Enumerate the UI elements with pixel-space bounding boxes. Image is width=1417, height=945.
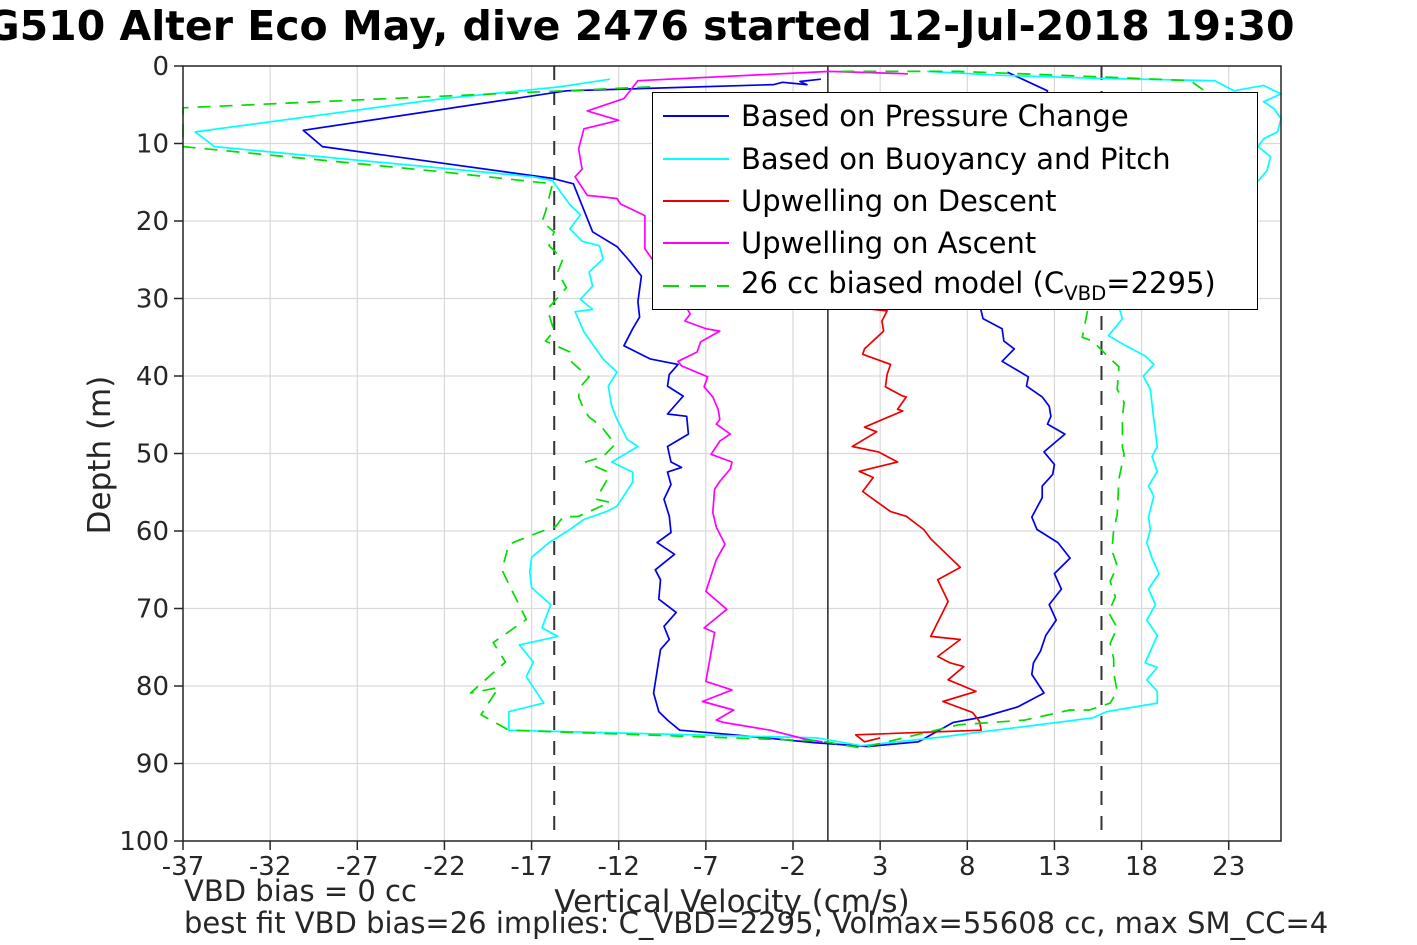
legend-line-sample: [663, 284, 729, 288]
x-tick-label: -37: [162, 852, 204, 882]
legend-line-sample: [663, 200, 729, 203]
x-tick-label: 13: [1038, 852, 1071, 882]
legend-line-sample: [663, 157, 729, 160]
x-tick-label: -2: [780, 852, 806, 882]
legend-label: Based on Buoyancy and Pitch: [741, 141, 1171, 176]
y-tick-label: 10: [136, 130, 169, 160]
legend-label: Upwelling on Descent: [741, 184, 1057, 219]
x-tick-label: -12: [597, 852, 639, 882]
x-tick-label: -17: [510, 852, 552, 882]
vbd-bias-annotation: VBD bias = 0 cc: [184, 874, 417, 908]
legend-entry-26-cc-biased-model-c-vbd-2295: 26 cc biased model (CVBD=2295): [653, 265, 1257, 307]
x-tick-label: 8: [959, 852, 976, 882]
series-upwelling-on-descent: [851, 303, 983, 743]
x-axis-label: Vertical Velocity (cm/s): [554, 884, 910, 920]
legend-entry-upwelling-on-ascent: Upwelling on Ascent: [653, 222, 1257, 264]
legend: Based on Pressure Change Based on Buoyanc…: [652, 92, 1258, 310]
y-tick-label: 30: [136, 285, 169, 315]
legend-entry-based-on-buoyancy-and-pitch: Based on Buoyancy and Pitch: [653, 137, 1257, 179]
legend-label: Upwelling on Ascent: [741, 226, 1037, 261]
legend-line-sample: [663, 115, 729, 118]
series-upwelling-on-ascent: [574, 70, 909, 743]
y-tick-label: 100: [119, 827, 169, 857]
legend-label: Based on Pressure Change: [741, 99, 1129, 134]
x-tick-label: -32: [249, 852, 291, 882]
best-fit-annotation: best fit VBD bias=26 implies: C_VBD=2295…: [184, 906, 1329, 940]
x-tick-label: -7: [693, 852, 719, 882]
x-tick-label: 3: [872, 852, 889, 882]
x-tick-label: -22: [423, 852, 465, 882]
legend-entry-upwelling-on-descent: Upwelling on Descent: [653, 180, 1257, 222]
y-tick-label: 40: [136, 362, 169, 392]
y-tick-label: 80: [136, 672, 169, 702]
y-tick-label: 50: [136, 440, 169, 470]
series-based-on-pressure-change: [302, 71, 1071, 748]
x-tick-label: 23: [1212, 852, 1245, 882]
y-tick-label: 70: [136, 595, 169, 625]
x-tick-label: -27: [336, 852, 378, 882]
y-tick-label: 20: [136, 207, 169, 237]
x-tick-label: 18: [1125, 852, 1158, 882]
y-tick-label: 0: [152, 52, 169, 82]
y-tick-label: 90: [136, 750, 169, 780]
legend-label: 26 cc biased model (CVBD=2295): [741, 266, 1216, 306]
figure-title: G510 Alter Eco May, dive 2476 started 12…: [0, 2, 1295, 50]
series-26-cc-biased-model-c-vbd-2295: [182, 70, 1206, 749]
y-axis-label: Depth (m): [82, 375, 118, 535]
legend-entry-based-on-pressure-change: Based on Pressure Change: [653, 95, 1257, 137]
y-tick-label: 60: [136, 517, 169, 547]
legend-line-sample: [663, 242, 729, 245]
